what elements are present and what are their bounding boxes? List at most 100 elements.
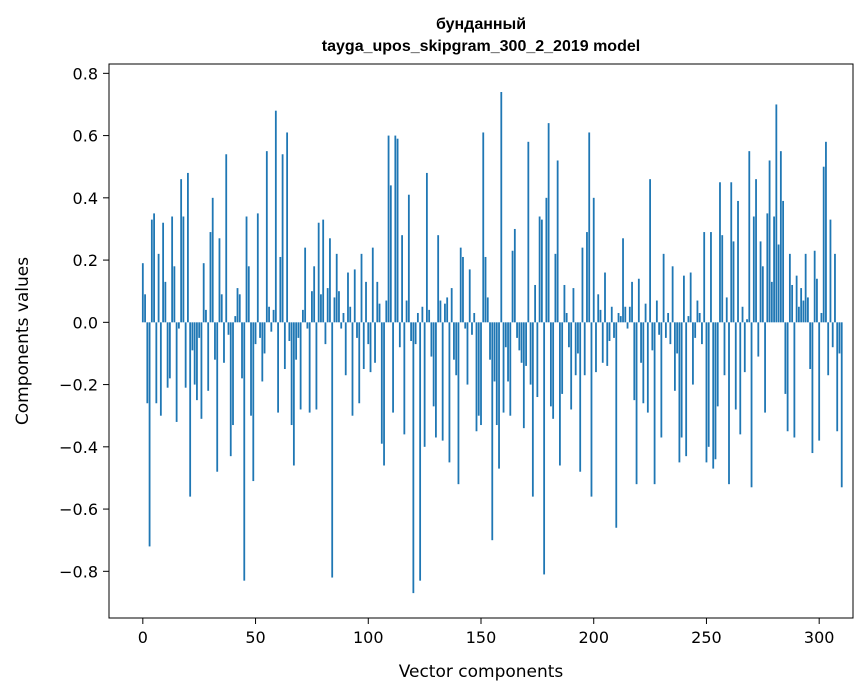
- bar-112: [394, 135, 397, 323]
- bar-24: [196, 322, 198, 401]
- bar-153: [486, 297, 489, 323]
- bar-165: [513, 228, 516, 323]
- bar-257: [721, 235, 724, 323]
- bar-249: [703, 232, 706, 323]
- bar-253: [712, 322, 715, 469]
- bar-189: [568, 322, 570, 348]
- bar-95: [356, 322, 358, 338]
- bar-196: [583, 322, 586, 376]
- bar-163: [509, 322, 512, 416]
- bar-270: [750, 322, 753, 488]
- bar-279: [770, 281, 773, 323]
- bar-55: [265, 151, 268, 323]
- bar-44: [241, 322, 243, 379]
- bars-group: [141, 92, 843, 594]
- bar-269: [748, 151, 751, 323]
- bar-168: [520, 322, 523, 363]
- bar-102: [371, 247, 374, 323]
- bar-246: [696, 300, 699, 323]
- bar-156: [493, 322, 496, 382]
- bar-259: [725, 297, 728, 323]
- bar-110: [389, 185, 392, 323]
- bar-237: [676, 322, 679, 354]
- bar-70: [299, 322, 302, 410]
- x-tick-label: 0: [138, 628, 148, 647]
- bar-78: [317, 222, 320, 323]
- bar-282: [777, 244, 780, 323]
- bar-179: [545, 197, 548, 323]
- bar-220: [637, 278, 640, 323]
- bar-101: [369, 322, 372, 373]
- bar-142: [462, 256, 464, 323]
- bar-75: [311, 291, 313, 323]
- bar-103: [374, 322, 376, 363]
- y-axis-label: Components values: [13, 257, 33, 425]
- bar-8: [159, 322, 162, 416]
- bar-200: [592, 197, 595, 323]
- bar-40: [232, 322, 234, 426]
- bar-138: [453, 322, 455, 360]
- bar-42: [236, 288, 239, 323]
- bar-146: [471, 322, 473, 335]
- bar-192: [574, 322, 577, 376]
- bar-154: [489, 322, 491, 360]
- bar-207: [608, 322, 611, 341]
- bar-210: [615, 322, 618, 528]
- bar-265: [739, 322, 742, 435]
- bar-51: [256, 213, 259, 323]
- bar-239: [680, 322, 683, 438]
- bar-26: [200, 322, 203, 419]
- bar-272: [755, 179, 757, 323]
- bar-89: [342, 312, 345, 323]
- bar-12: [168, 322, 171, 379]
- bar-6: [155, 322, 158, 404]
- bar-149: [477, 322, 480, 416]
- bar-218: [633, 322, 636, 401]
- bar-60: [277, 322, 279, 413]
- bar-296: [809, 322, 812, 370]
- bar-131: [437, 235, 440, 323]
- bar-277: [766, 213, 769, 323]
- bar-291: [797, 306, 800, 323]
- bar-308: [836, 322, 839, 432]
- bar-29: [207, 322, 210, 391]
- y-axis: −0.8 −0.6 −0.4 −0.2 0.0 0.2 0.4 0.6 0.8: [59, 64, 109, 581]
- x-tick-label: 150: [466, 628, 497, 647]
- bar-228: [655, 300, 658, 323]
- bar-197: [586, 232, 588, 323]
- bar-92: [349, 306, 352, 323]
- bar-298: [813, 250, 816, 323]
- bar-286: [786, 322, 789, 432]
- bar-64: [286, 132, 289, 323]
- bar-124: [421, 306, 424, 323]
- bar-59: [274, 110, 277, 323]
- bar-222: [642, 322, 645, 404]
- bar-281: [775, 104, 778, 323]
- bar-82: [326, 288, 329, 323]
- bar-0: [141, 263, 144, 323]
- bar-216: [628, 306, 631, 323]
- bar-190: [570, 322, 573, 410]
- bar-247: [698, 312, 701, 323]
- bar-49: [252, 322, 255, 482]
- y-tick-label: 0.2: [73, 251, 98, 270]
- bar-223: [644, 303, 647, 323]
- bar-71: [301, 309, 304, 323]
- bar-230: [660, 322, 663, 438]
- bar-25: [198, 322, 201, 338]
- bar-226: [651, 322, 654, 351]
- bar-232: [664, 322, 667, 338]
- bar-227: [653, 322, 656, 485]
- bar-120: [412, 322, 415, 594]
- bar-143: [464, 322, 467, 329]
- bar-28: [205, 309, 207, 323]
- bar-1: [144, 294, 146, 323]
- bar-164: [511, 250, 514, 323]
- bar-273: [757, 322, 760, 357]
- bar-145: [468, 269, 471, 323]
- bar-262: [732, 241, 735, 323]
- bar-182: [552, 322, 555, 419]
- bar-297: [811, 322, 814, 454]
- bar-169: [522, 322, 525, 429]
- bar-69: [297, 322, 300, 338]
